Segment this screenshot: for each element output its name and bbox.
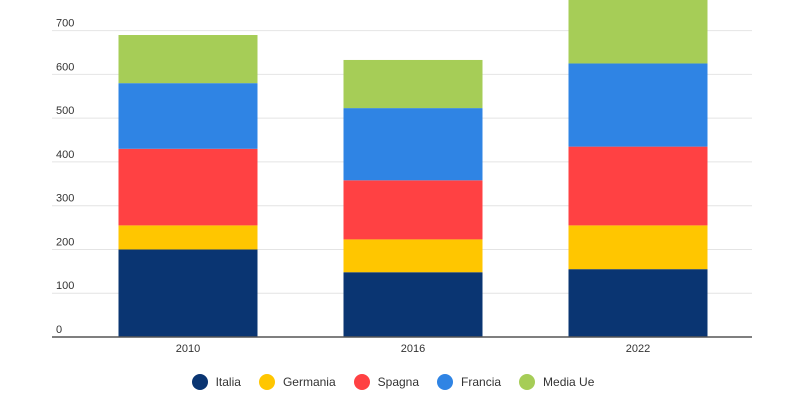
bar-segment-italia-2010 [118,249,258,337]
bars [118,0,708,337]
bar-segment-francia-2022 [568,63,708,147]
x-tick-label: 2022 [626,343,650,355]
legend-label: Media Ue [543,375,595,389]
y-tick-label: 300 [56,193,74,205]
bar-segment-spagna-2010 [118,148,258,226]
legend-swatch [519,374,536,390]
bar-segment-media-ue-2022 [568,0,708,64]
bar-segment-germania-2016 [343,239,483,273]
legend-label: Spagna [377,375,420,389]
legend-swatch [191,374,208,390]
bar-segment-francia-2016 [343,108,483,181]
stacked-bar-chart: 0 100 200 300 400 500 600 700 2010 2016 2022 [52,0,752,355]
legend-item-italia: Italia [191,374,241,390]
y-tick-label: 0 [56,324,62,336]
bar-segment-francia-2010 [118,83,258,149]
legend-swatch [258,374,275,390]
y-tick-label: 700 [56,18,74,30]
x-tick-label: 2016 [401,343,425,355]
y-tick-label: 500 [56,105,74,117]
legend-item-germania: Germania [258,374,336,390]
bar-segment-germania-2010 [118,225,258,250]
legend-swatch [437,374,454,390]
axes: 0 100 200 300 400 500 600 700 2010 2016 2022 [52,18,752,355]
legend-label: Italia [215,375,241,389]
legend-swatch [353,374,370,390]
legend-item-francia: Francia [437,374,501,390]
bar-segment-media-ue-2016 [343,59,483,109]
y-tick-label: 200 [56,236,74,248]
legend-label: Germania [282,375,336,389]
y-tick-label: 100 [56,280,74,292]
bar-segment-spagna-2016 [343,180,483,240]
bar-segment-germania-2022 [568,225,708,270]
legend-item-media-ue: Media Ue [519,374,594,390]
y-tick-label: 600 [56,61,74,73]
legend: Italia Germania Spagna Francia Media Ue [0,374,786,390]
x-tick-label: 2010 [176,343,200,355]
bar-segment-italia-2016 [343,272,483,337]
bar-segment-italia-2022 [568,269,708,337]
y-tick-label: 400 [56,149,74,161]
bar-segment-spagna-2022 [568,146,708,226]
bar-segment-media-ue-2010 [118,35,258,84]
legend-label: Francia [461,375,502,389]
legend-item-spagna: Spagna [353,374,420,390]
